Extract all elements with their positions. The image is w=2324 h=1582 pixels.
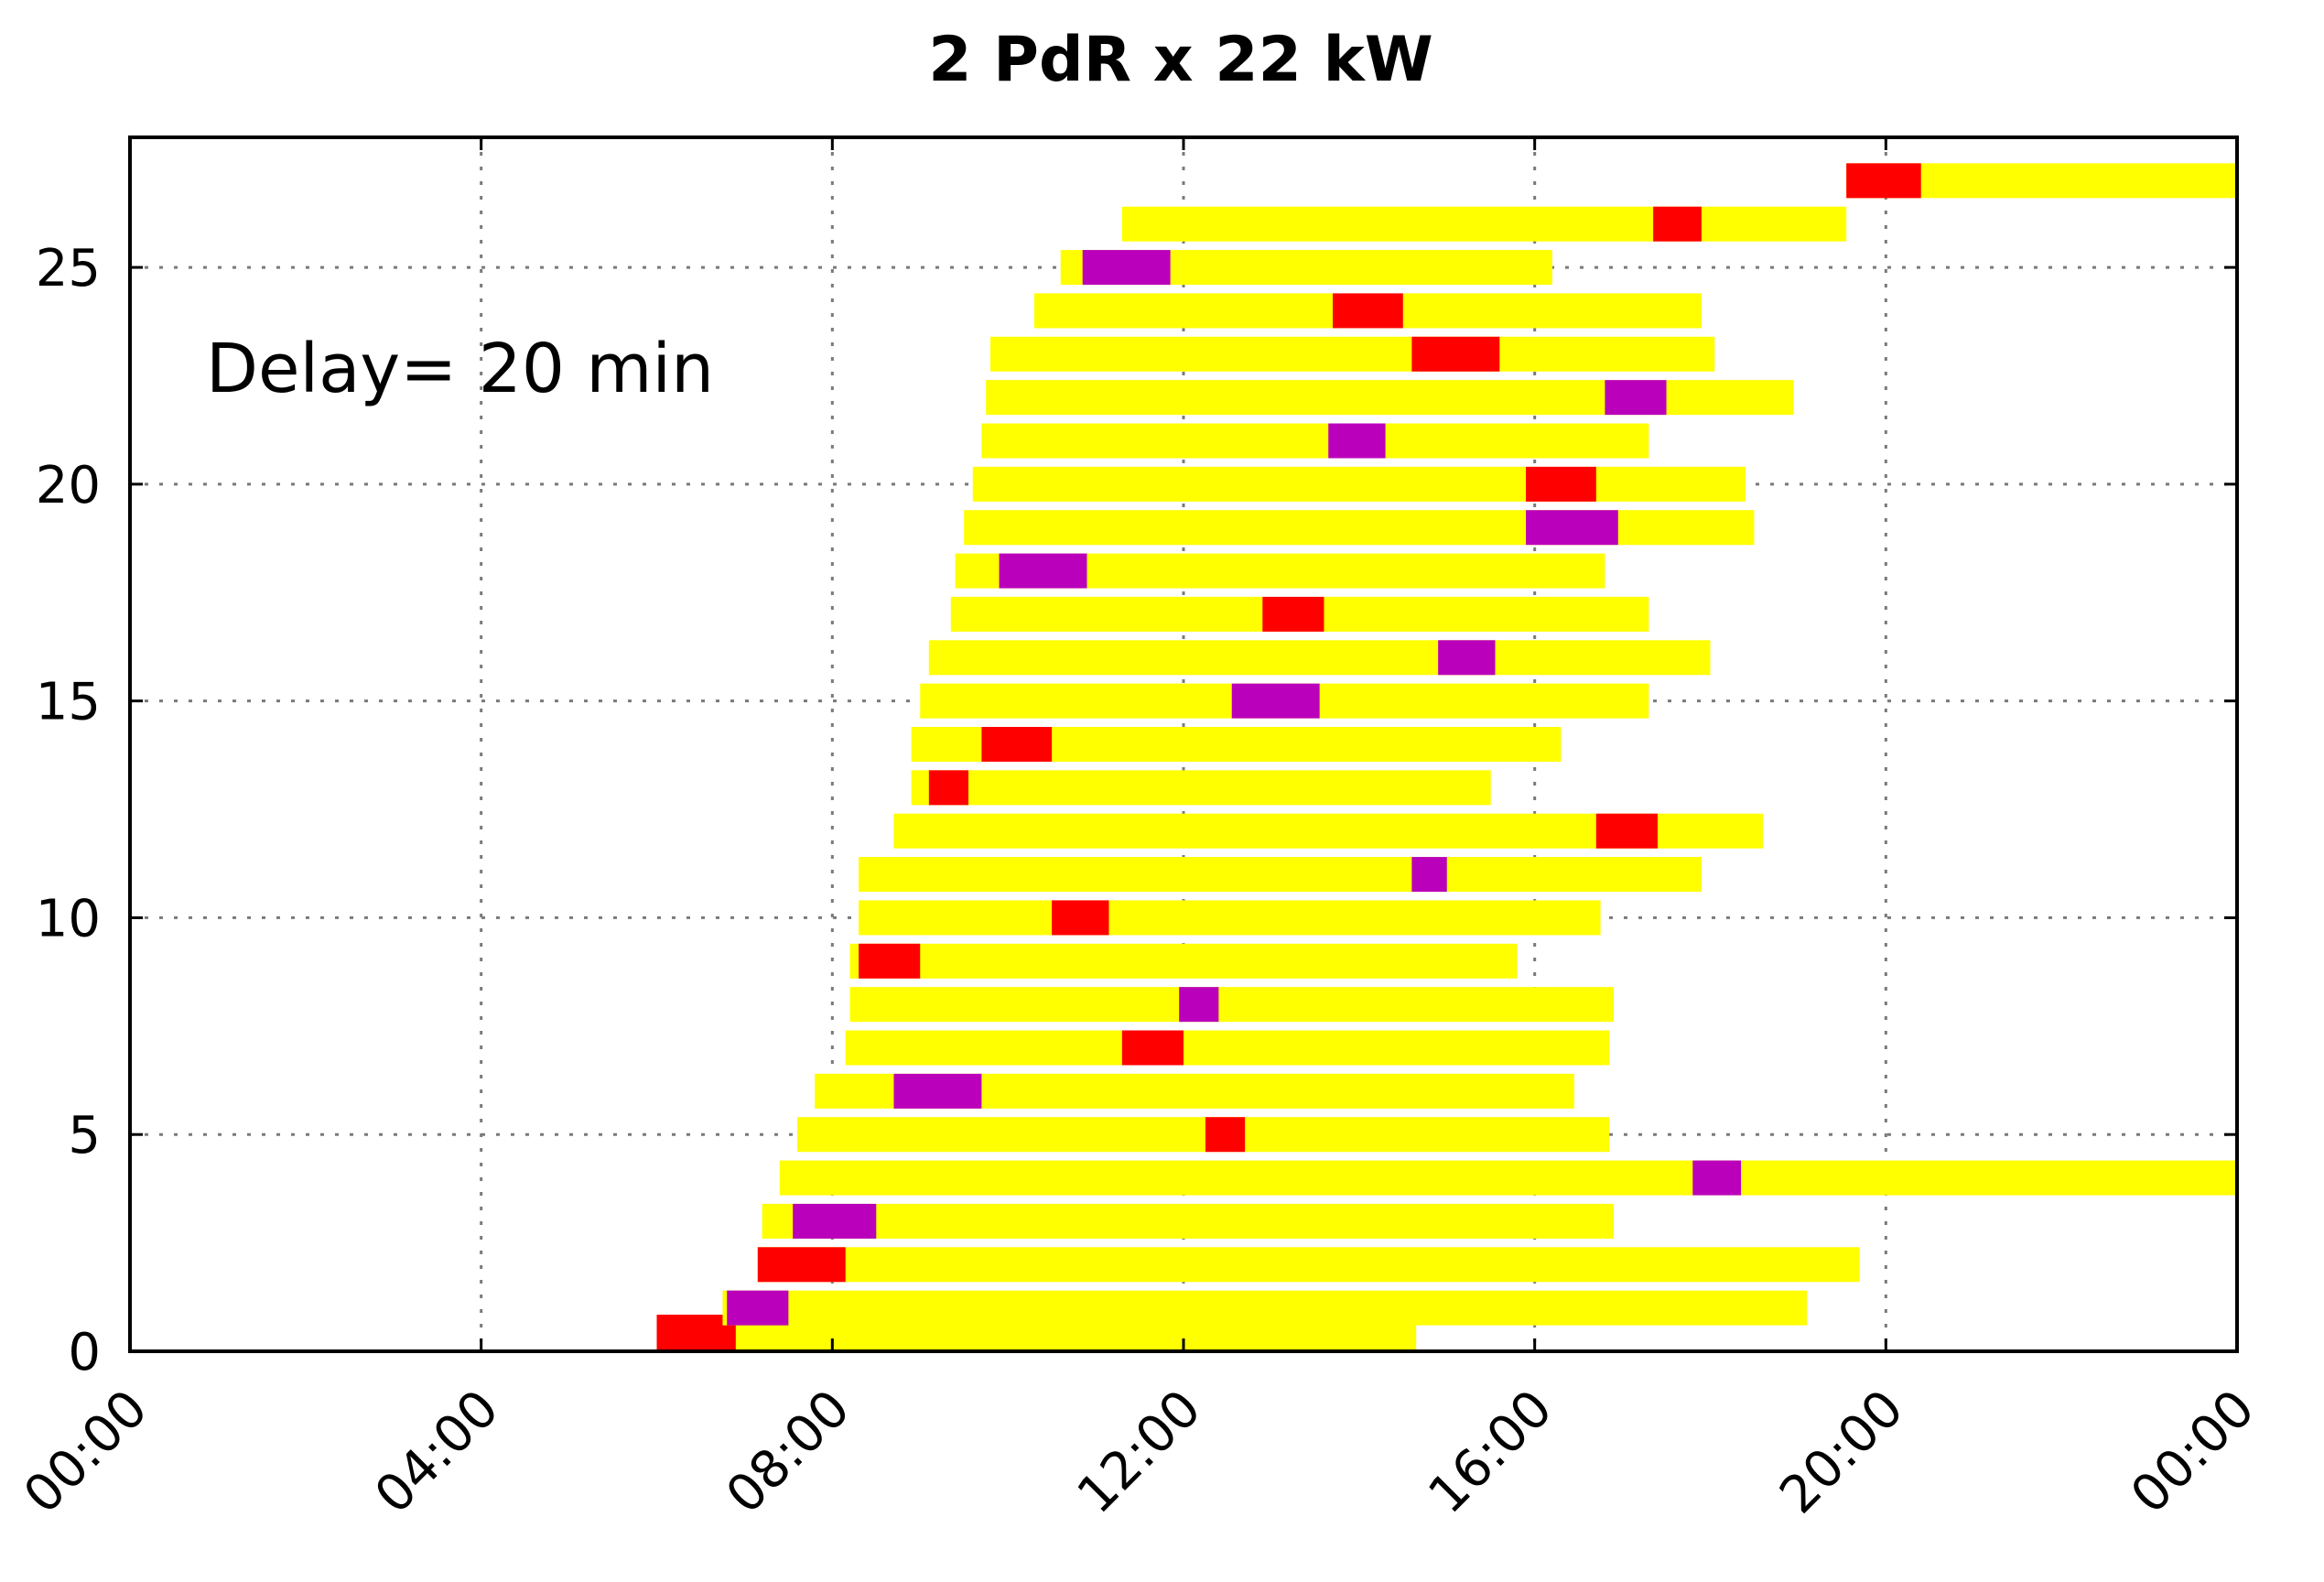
y-tick-label-5: 25: [36, 239, 101, 298]
charge-mark-2: [757, 1247, 846, 1283]
charge-mark-3: [793, 1203, 877, 1239]
charge-mark-12: [1595, 813, 1658, 849]
charge-mark-16: [1438, 640, 1496, 676]
charge-mark-4: [1692, 1160, 1742, 1196]
delay-annotation: Delay= 20 min: [206, 330, 714, 408]
stay-bar-20: [972, 466, 1746, 502]
charge-mark-23: [1411, 336, 1500, 372]
charge-mark-20: [1526, 466, 1596, 502]
stay-bar-11: [859, 857, 1702, 893]
stay-bar-1: [722, 1290, 1808, 1326]
y-tick-label-4: 20: [36, 456, 101, 515]
charge-mark-25: [1082, 250, 1171, 286]
charge-mark-1: [727, 1290, 789, 1326]
charge-mark-8: [1179, 987, 1219, 1023]
stay-bar-7: [845, 1030, 1610, 1066]
charge-mark-6: [893, 1073, 982, 1109]
x-tick-label-3: 12:00: [1066, 1379, 1213, 1525]
stay-bar-26: [1121, 206, 1847, 242]
charge-mark-7: [1121, 1030, 1184, 1066]
stay-bar-4: [779, 1160, 2237, 1196]
stay-bar-8: [849, 987, 1614, 1023]
stay-bar-22: [986, 380, 1794, 416]
stay-bar-9: [849, 943, 1518, 979]
charge-mark-22: [1605, 380, 1667, 416]
stay-bar-10: [859, 900, 1601, 936]
charge-mark-21: [1328, 423, 1386, 459]
stay-bar-16: [928, 640, 1711, 676]
charge-mark-9: [859, 943, 921, 979]
charge-mark-26: [1653, 206, 1702, 242]
stay-bar-5: [796, 1117, 1610, 1153]
charge-mark-14: [981, 727, 1053, 762]
x-tick-label-0: 00:00: [13, 1379, 159, 1525]
charge-mark-19: [1526, 510, 1618, 546]
charge-mark-15: [1231, 683, 1320, 719]
x-tick-label-6: 00:00: [2120, 1379, 2266, 1525]
x-tick-label-5: 20:00: [1768, 1379, 1915, 1525]
y-tick-label-2: 10: [36, 889, 101, 948]
charge-mark-10: [1052, 900, 1109, 936]
x-tick-label-2: 08:00: [715, 1379, 861, 1525]
x-tick-label-1: 04:00: [363, 1379, 510, 1525]
y-tick-label-0: 0: [68, 1323, 101, 1382]
x-tick-label-4: 16:00: [1417, 1379, 1563, 1525]
stay-bar-21: [981, 423, 1649, 459]
charge-mark-24: [1333, 293, 1403, 329]
y-tick-label-1: 5: [68, 1106, 101, 1165]
bars-group: [656, 163, 2237, 1349]
charge-mark-13: [928, 770, 969, 806]
stay-bar-3: [762, 1203, 1614, 1239]
stay-bar-23: [989, 336, 1715, 372]
stay-bar-19: [964, 510, 1755, 546]
charge-mark-11: [1411, 857, 1447, 893]
stay-bar-2: [757, 1247, 1860, 1283]
charge-mark-5: [1205, 1117, 1246, 1153]
charge-mark-17: [1262, 596, 1324, 632]
y-tick-label-3: 15: [36, 673, 101, 732]
charge-mark-27: [1846, 163, 1921, 199]
chart-title: 2 PdR x 22 kW: [928, 24, 1433, 96]
charge-mark-18: [999, 553, 1087, 589]
stay-bar-13: [911, 770, 1491, 806]
